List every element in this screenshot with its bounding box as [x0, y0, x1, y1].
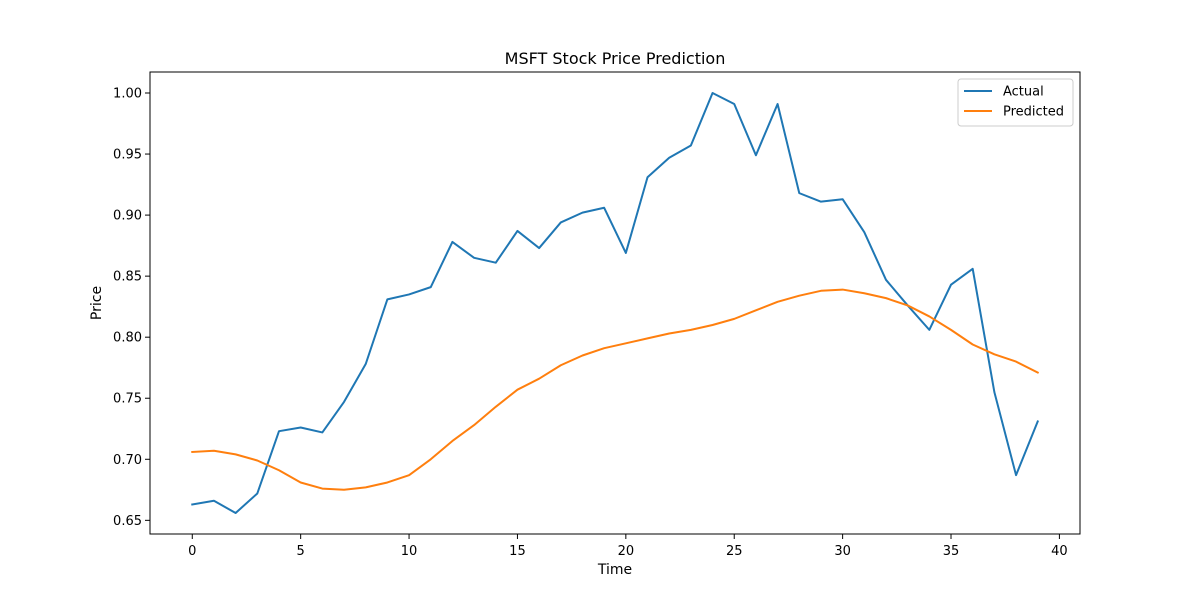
y-tick-label: 0.95 [113, 148, 142, 163]
x-tick-label: 20 [618, 544, 635, 559]
x-axis-ticks: 0 5 10 15 20 25 30 35 40 [188, 534, 1068, 559]
legend-label-actual: Actual [1003, 85, 1044, 100]
y-tick-label: 0.70 [113, 453, 142, 468]
y-tick-label: 0.90 [113, 209, 142, 224]
x-tick-label: 15 [509, 544, 526, 559]
legend-label-predicted: Predicted [1003, 105, 1064, 120]
plot-area [149, 71, 1081, 535]
x-tick-label: 30 [834, 544, 851, 559]
chart-title: MSFT Stock Price Prediction [505, 49, 726, 68]
y-axis-ticks: 0.65 0.70 0.75 0.80 0.85 0.90 0.95 1.00 [113, 87, 150, 529]
series-layer [191, 92, 1040, 514]
x-tick-label: 40 [1051, 544, 1068, 559]
y-tick-label: 0.65 [113, 514, 142, 529]
legend-items: Actual Predicted [964, 85, 1064, 120]
x-tick-label: 25 [726, 544, 743, 559]
axes-frame [149, 71, 1081, 535]
legend: Actual Predicted [957, 78, 1074, 127]
y-tick-label: 1.00 [113, 87, 142, 102]
y-tick-label: 0.80 [113, 331, 142, 346]
x-tick-label: 35 [943, 544, 960, 559]
y-tick-label: 0.85 [113, 270, 142, 285]
x-tick-label: 10 [401, 544, 418, 559]
y-axis-label: Price [89, 286, 105, 320]
y-tick-label: 0.75 [113, 392, 142, 407]
series-line-actual [191, 92, 1040, 514]
x-tick-label: 5 [297, 544, 305, 559]
x-tick-label: 0 [188, 544, 196, 559]
series-line-predicted [191, 288, 1040, 491]
x-axis-label: Time [597, 562, 632, 578]
